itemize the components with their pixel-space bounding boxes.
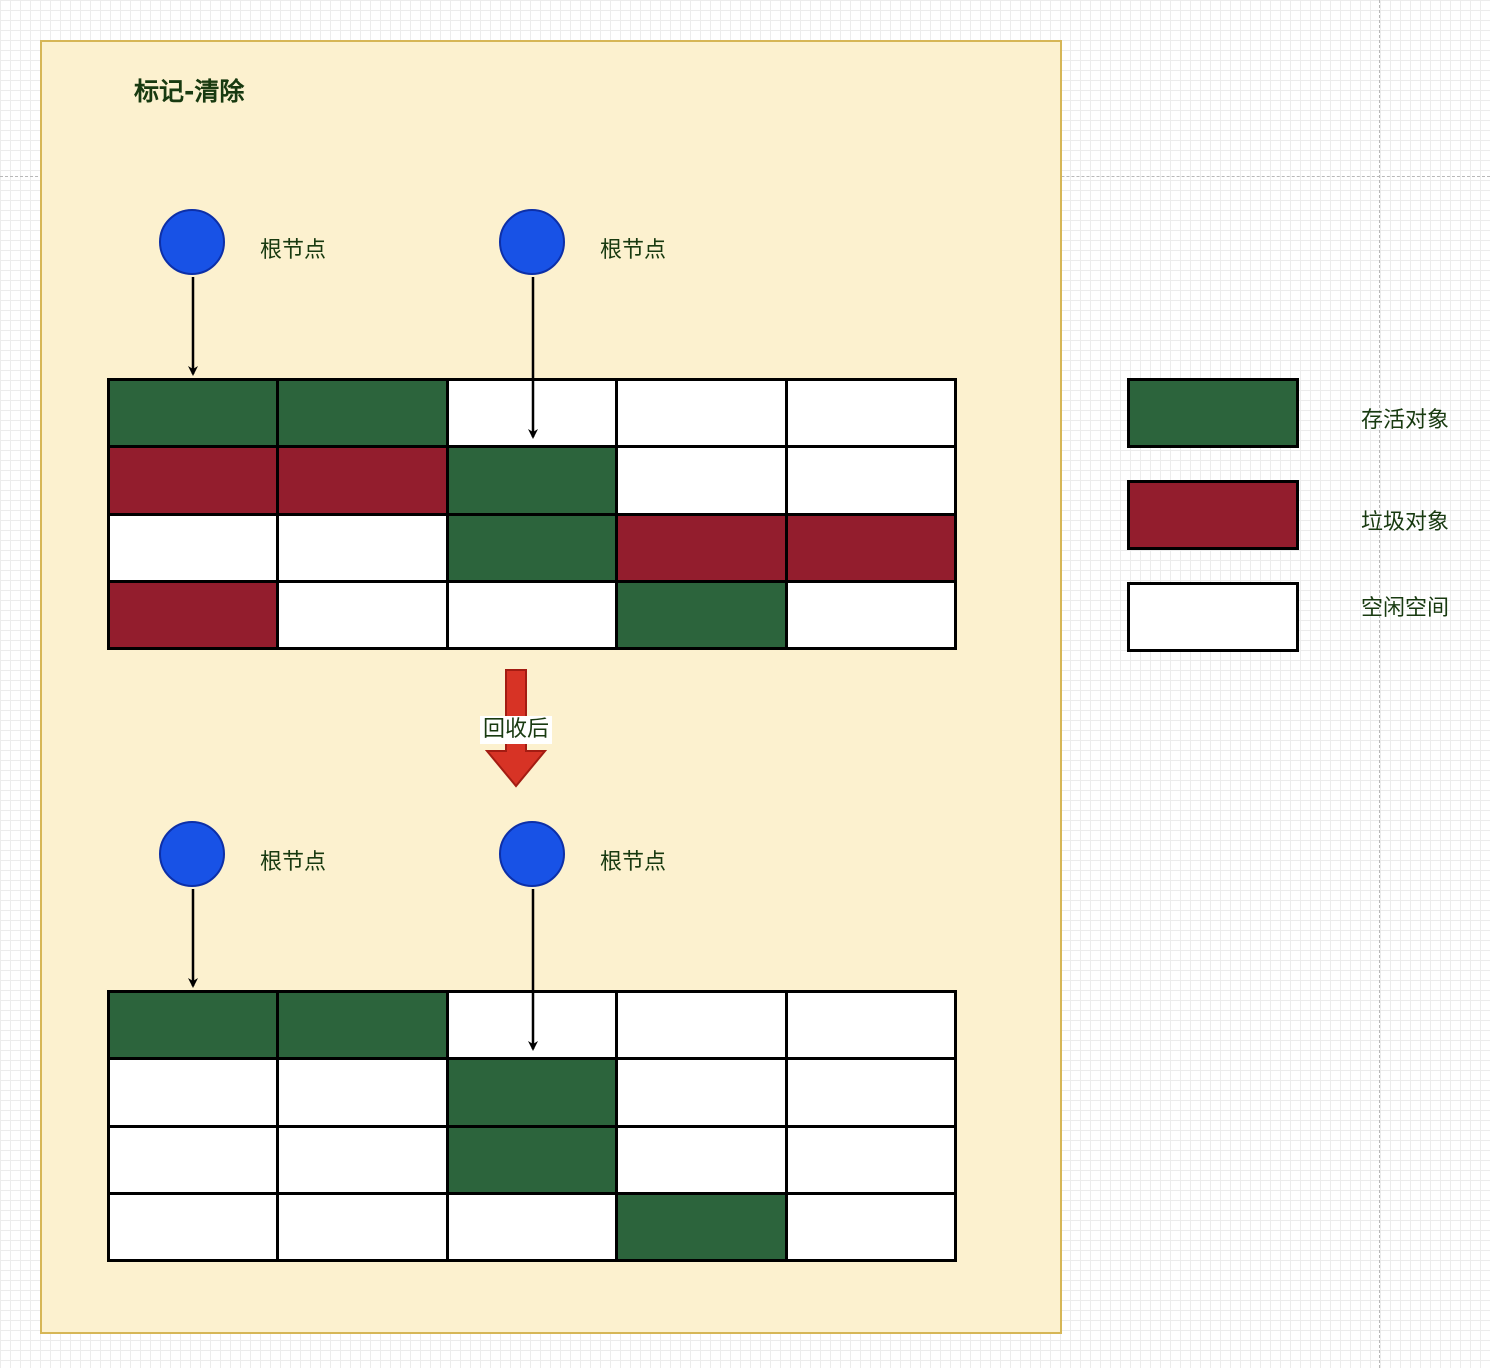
after-cell-r2-c1-free[interactable]: [110, 1060, 277, 1125]
transition-label: 回收后: [480, 716, 553, 744]
diagram-title: 标记-清除: [134, 77, 245, 106]
after-cell-r4-c1-free[interactable]: [110, 1194, 277, 1259]
before-cell-r2-c4-free[interactable]: [618, 448, 785, 513]
before-cell-r4-c3-free[interactable]: [448, 582, 616, 647]
root-node-1-before-label: 根节点: [260, 238, 327, 263]
legend-garbage-label: 垃圾对象: [1361, 510, 1450, 535]
after-cell-r1-c2-live[interactable]: [279, 993, 446, 1058]
before-cell-r2-c3-live[interactable]: [448, 448, 616, 513]
after-cell-r3-c2-free[interactable]: [279, 1127, 446, 1192]
root-node-1-before[interactable]: [159, 209, 225, 275]
before-cell-r3-c3-live[interactable]: [448, 515, 616, 580]
before-cell-r3-c5-garbage[interactable]: [787, 515, 954, 580]
after-cell-r3-c4-free[interactable]: [618, 1127, 785, 1192]
legend-garbage-swatch[interactable]: [1127, 480, 1299, 550]
root-node-1-after[interactable]: [159, 821, 225, 887]
after-cell-r1-c5-free[interactable]: [787, 993, 954, 1058]
after-cell-r2-c4-free[interactable]: [618, 1060, 785, 1125]
after-cell-r2-c3-live[interactable]: [448, 1060, 616, 1125]
before-cell-r2-c2-garbage[interactable]: [279, 448, 446, 513]
after-cell-r1-c4-free[interactable]: [618, 993, 785, 1058]
before-cell-r4-c5-free[interactable]: [787, 582, 954, 647]
vertical-guide-line: [1379, 0, 1380, 1368]
before-cell-r4-c2-free[interactable]: [279, 582, 446, 647]
after-cell-r3-c3-live[interactable]: [448, 1127, 616, 1192]
root-node-1-after-label: 根节点: [260, 850, 327, 875]
after-cell-r3-c5-free[interactable]: [787, 1127, 954, 1192]
after-cell-r2-c2-free[interactable]: [279, 1060, 446, 1125]
before-cell-r3-c1-free[interactable]: [110, 515, 277, 580]
before-cell-r3-c2-free[interactable]: [279, 515, 446, 580]
after-cell-r4-c5-free[interactable]: [787, 1194, 954, 1259]
before-cell-r1-c2-live[interactable]: [279, 381, 446, 446]
before-cell-r1-c4-free[interactable]: [618, 381, 785, 446]
before-cell-r1-c3-free[interactable]: [448, 381, 616, 446]
before-cell-r3-c4-garbage[interactable]: [618, 515, 785, 580]
before-cell-r1-c5-free[interactable]: [787, 381, 954, 446]
after-cell-r4-c4-live[interactable]: [618, 1194, 785, 1259]
memory-grid-after: [107, 990, 957, 1262]
legend-live-label: 存活对象: [1361, 408, 1450, 433]
after-cell-r4-c2-free[interactable]: [279, 1194, 446, 1259]
legend-free-label: 空闲空间: [1361, 596, 1450, 621]
before-cell-r2-c1-garbage[interactable]: [110, 448, 277, 513]
legend-free-swatch[interactable]: [1127, 582, 1299, 652]
memory-grid-before: [107, 378, 957, 650]
before-cell-r1-c1-live[interactable]: [110, 381, 277, 446]
before-cell-r4-c4-live[interactable]: [618, 582, 785, 647]
root-node-2-before[interactable]: [499, 209, 565, 275]
after-cell-r4-c3-free[interactable]: [448, 1194, 616, 1259]
root-node-2-after[interactable]: [499, 821, 565, 887]
before-cell-r4-c1-garbage[interactable]: [110, 582, 277, 647]
root-node-2-after-label: 根节点: [600, 850, 667, 875]
root-node-2-before-label: 根节点: [600, 238, 667, 263]
after-cell-r2-c5-free[interactable]: [787, 1060, 954, 1125]
after-cell-r1-c1-live[interactable]: [110, 993, 277, 1058]
legend-live-swatch[interactable]: [1127, 378, 1299, 448]
after-cell-r1-c3-free[interactable]: [448, 993, 616, 1058]
before-cell-r2-c5-free[interactable]: [787, 448, 954, 513]
after-cell-r3-c1-free[interactable]: [110, 1127, 277, 1192]
